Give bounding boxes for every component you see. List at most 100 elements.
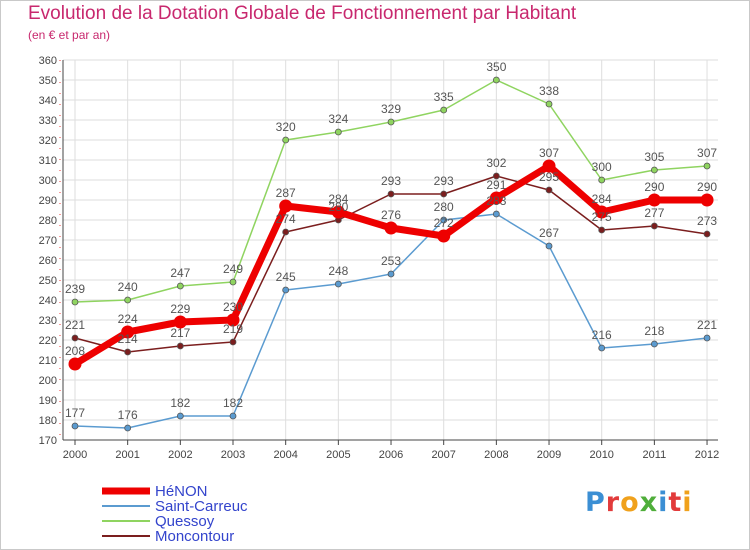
data-point-saint-carreuc [124, 424, 132, 432]
data-point-quessoy [71, 298, 79, 306]
data-label-moncontour: 293 [434, 174, 454, 188]
data-point-quessoy [598, 176, 606, 184]
data-point-saint-carreuc [492, 210, 500, 218]
data-label-h-non: 290 [644, 180, 664, 194]
data-point-quessoy [492, 76, 500, 84]
data-point-h-non [173, 315, 187, 329]
data-label-saint-carreuc: 176 [118, 408, 138, 422]
data-label-moncontour: 214 [118, 332, 138, 346]
data-label-moncontour: 274 [276, 212, 296, 226]
data-label-h-non: 224 [118, 312, 138, 326]
data-point-h-non [542, 159, 556, 173]
data-point-h-non [595, 205, 609, 219]
data-label-quessoy: 305 [644, 150, 664, 164]
data-label-h-non: 290 [697, 180, 717, 194]
data-point-quessoy [282, 136, 290, 144]
data-point-quessoy [387, 118, 395, 126]
data-label-h-non: 230 [223, 300, 243, 314]
data-label-quessoy: 320 [276, 120, 296, 134]
data-label-moncontour: 221 [65, 318, 85, 332]
data-point-moncontour [71, 334, 79, 342]
data-label-saint-carreuc: 216 [592, 328, 612, 342]
data-point-quessoy [703, 162, 711, 170]
data-point-moncontour [124, 348, 132, 356]
logo-letter: o [620, 487, 640, 518]
data-point-saint-carreuc [545, 242, 553, 250]
x-tick-label: 2004 [273, 449, 297, 461]
data-point-h-non [331, 205, 345, 219]
data-label-saint-carreuc: 245 [276, 270, 296, 284]
x-tick-label: 2001 [115, 449, 139, 461]
data-point-moncontour [650, 222, 658, 230]
data-point-saint-carreuc [650, 340, 658, 348]
data-label-moncontour: 302 [486, 156, 506, 170]
data-point-saint-carreuc [598, 344, 606, 352]
data-point-saint-carreuc [71, 422, 79, 430]
data-point-saint-carreuc [334, 280, 342, 288]
data-label-quessoy: 239 [65, 282, 85, 296]
data-point-quessoy [229, 278, 237, 286]
data-label-saint-carreuc: 283 [486, 194, 506, 208]
data-label-saint-carreuc: 177 [65, 406, 85, 420]
data-point-moncontour [387, 190, 395, 198]
data-label-h-non: 307 [539, 146, 559, 160]
legend-label: HéNON [155, 483, 208, 500]
logo-letter: P [585, 487, 606, 518]
data-point-moncontour [176, 342, 184, 350]
data-point-h-non [437, 229, 451, 243]
y-tick-label: 290 [39, 195, 57, 207]
data-label-moncontour: 293 [381, 174, 401, 188]
y-tick-label: 250 [39, 275, 57, 287]
y-tick-label: 350 [39, 75, 57, 87]
data-label-saint-carreuc: 280 [434, 200, 454, 214]
x-tick-label: 2009 [537, 449, 561, 461]
x-tick-label: 2012 [695, 449, 719, 461]
x-tick-label: 2011 [643, 449, 667, 461]
legend-label: Saint-Carreuc [155, 498, 248, 515]
data-point-moncontour [703, 230, 711, 238]
x-tick-label: 2006 [379, 449, 403, 461]
data-label-quessoy: 350 [486, 60, 506, 74]
logo-letter: r [605, 487, 621, 518]
y-tick-label: 300 [39, 175, 57, 187]
data-label-moncontour: 295 [539, 170, 559, 184]
data-label-saint-carreuc: 182 [170, 396, 190, 410]
logo-letter: x [639, 487, 659, 518]
y-tick-label: 270 [39, 235, 57, 247]
x-tick-label: 2003 [221, 449, 245, 461]
data-point-saint-carreuc [229, 412, 237, 420]
data-label-moncontour: 219 [223, 322, 243, 336]
y-tick-label: 310 [39, 155, 57, 167]
data-label-quessoy: 324 [328, 112, 348, 126]
x-tick-label: 2008 [484, 449, 508, 461]
data-point-h-non [647, 193, 661, 207]
y-tick-label: 200 [39, 375, 57, 387]
data-point-h-non [489, 191, 503, 205]
data-label-quessoy: 249 [223, 262, 243, 276]
chart-title: Evolution de la Dotation Globale de Fonc… [28, 3, 577, 24]
y-tick-label: 360 [39, 55, 57, 67]
data-label-quessoy: 335 [434, 90, 454, 104]
data-label-h-non: 272 [434, 216, 454, 230]
y-tick-label: 210 [39, 355, 57, 367]
logo-letter: i [682, 487, 693, 518]
data-label-quessoy: 338 [539, 84, 559, 98]
logo-letter: t [668, 487, 683, 518]
data-label-moncontour: 217 [170, 326, 190, 340]
data-point-h-non [226, 313, 240, 327]
proxiti-logo: Proxiti [585, 487, 693, 518]
data-label-h-non: 287 [276, 186, 296, 200]
x-tick-label: 2007 [431, 449, 455, 461]
chart-subtitle: (en € et par an) [28, 28, 111, 42]
data-point-saint-carreuc [176, 412, 184, 420]
data-point-h-non [68, 357, 82, 371]
data-point-moncontour [545, 186, 553, 194]
data-label-h-non: 284 [592, 192, 612, 206]
data-point-moncontour [492, 172, 500, 180]
data-point-quessoy [545, 100, 553, 108]
data-label-saint-carreuc: 182 [223, 396, 243, 410]
y-tick-label: 220 [39, 335, 57, 347]
data-label-moncontour: 275 [592, 210, 612, 224]
legend-label: Quessoy [155, 513, 215, 530]
x-tick-label: 2010 [589, 449, 613, 461]
